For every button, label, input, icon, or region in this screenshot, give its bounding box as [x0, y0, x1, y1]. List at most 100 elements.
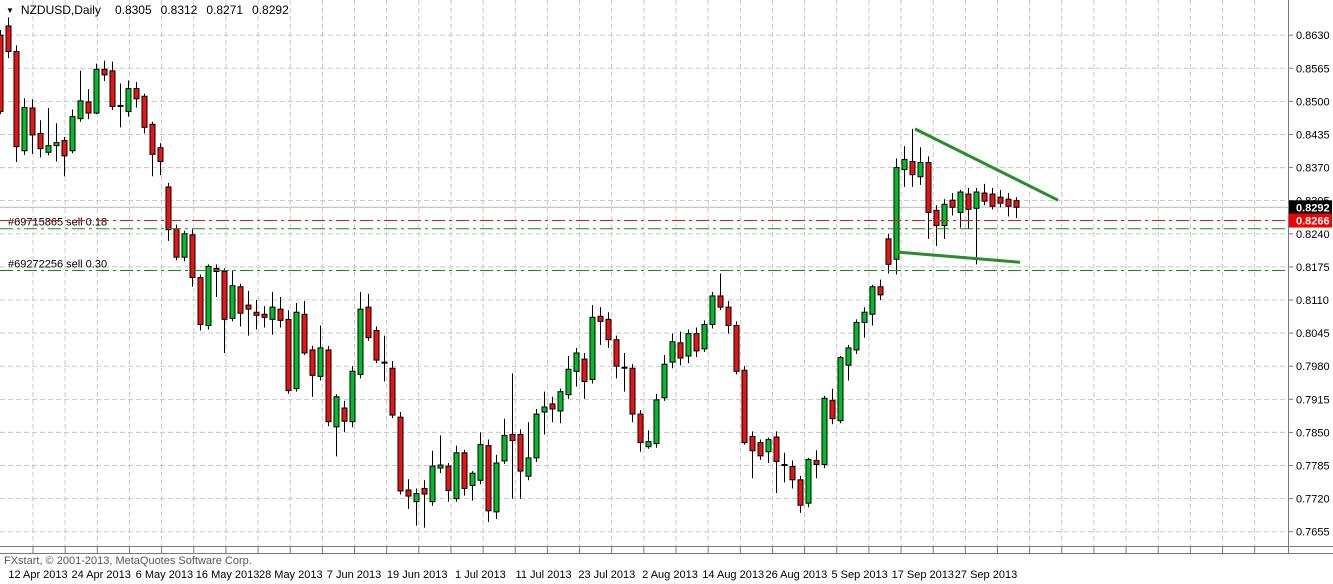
candle-body: [597, 315, 604, 322]
candle-body: [549, 403, 556, 410]
candle: [349, 366, 356, 428]
candle-body: [581, 358, 588, 382]
candle-body: [493, 462, 500, 513]
candle: [573, 347, 580, 387]
time-axis-label: 23 Jul 2013: [578, 569, 635, 581]
candle: [629, 364, 636, 423]
candle-body: [781, 464, 788, 467]
candle-body: [293, 311, 300, 390]
candle: [605, 312, 612, 348]
candle-body: [741, 369, 748, 444]
candle-body: [637, 413, 644, 444]
candle-body: [405, 489, 412, 497]
price-axis[interactable]: 0.86300.85650.85000.84350.83700.83050.82…: [1288, 0, 1333, 553]
time-axis-label: 24 Apr 2013: [72, 569, 131, 581]
candle: [1005, 193, 1012, 217]
price-axis-label: 0.7720: [1296, 494, 1330, 506]
candle: [797, 475, 804, 513]
candle-body: [837, 357, 844, 422]
candle-body: [69, 116, 76, 152]
candle: [909, 128, 916, 187]
time-axis-label: 19 Jun 2013: [387, 569, 448, 581]
candle: [549, 396, 556, 423]
candle: [189, 228, 196, 287]
candle: [357, 291, 364, 379]
candle: [813, 450, 820, 479]
candle-body: [893, 167, 900, 260]
candle-body: [221, 270, 228, 320]
candle: [821, 395, 828, 469]
candle-body: [133, 88, 140, 100]
candle-body: [789, 466, 796, 481]
price-marker-value: 0.8292: [1296, 202, 1330, 214]
candle-body: [317, 347, 324, 377]
candle-body: [765, 439, 772, 453]
candle: [997, 189, 1004, 208]
candle: [621, 352, 628, 392]
candle: [197, 274, 204, 331]
candle: [381, 335, 388, 382]
candle: [581, 352, 588, 399]
candle-body: [85, 101, 92, 114]
candle: [125, 80, 132, 117]
time-axis-label: 6 May 2013: [136, 569, 193, 581]
candle-body: [21, 106, 28, 152]
upper-triangle-trendline[interactable]: [914, 127, 1059, 202]
candle-body: [357, 308, 364, 375]
candle: [949, 193, 956, 216]
candle: [445, 462, 452, 502]
candle: [389, 361, 396, 419]
candle: [333, 394, 340, 457]
candle: [669, 333, 676, 369]
quote-open: 0.8305: [114, 3, 152, 17]
candle: [1013, 197, 1020, 218]
candle: [877, 279, 884, 300]
price-axis-label: 0.7655: [1296, 527, 1330, 539]
candle-body: [693, 333, 700, 352]
candle: [285, 310, 292, 394]
candle-body: [461, 452, 468, 489]
price-axis-label: 0.7980: [1296, 361, 1330, 373]
candle: [557, 388, 564, 424]
candle: [261, 306, 268, 328]
price-axis-label: 0.8175: [1296, 262, 1330, 274]
time-axis-label: 11 Jul 2013: [516, 569, 572, 581]
candle: [341, 400, 348, 432]
candle: [493, 454, 500, 520]
candle-body: [933, 209, 940, 227]
symbol-dropdown-icon[interactable]: ▼: [6, 5, 14, 15]
candle: [133, 82, 140, 108]
candle-body: [253, 311, 260, 316]
candle: [21, 98, 28, 155]
candle: [405, 479, 412, 509]
candle: [45, 107, 52, 156]
time-axis-label: 17 Sep 2013: [892, 569, 954, 581]
candle: [413, 488, 420, 526]
candle-body: [485, 445, 492, 512]
candle-body: [877, 286, 884, 296]
price-axis-area[interactable]: [1288, 0, 1333, 553]
candle: [853, 319, 860, 354]
candle-body: [213, 267, 220, 272]
candle-body: [93, 68, 100, 114]
candle-body: [101, 68, 108, 76]
candle: [861, 307, 868, 338]
candle-body: [653, 399, 660, 445]
candle-body: [1013, 200, 1020, 208]
time-axis[interactable]: 12 Apr 2013 24 Apr 2013 6 May 2013 16 May 2…: [0, 546, 1333, 582]
symbol-period-label: NZDUSD,Daily: [20, 3, 101, 17]
price-axis-label: 0.7850: [1296, 427, 1330, 439]
candle: [101, 60, 108, 81]
candle: [757, 439, 764, 460]
candle-body: [13, 50, 20, 148]
lower-triangle-trendline[interactable]: [897, 250, 1021, 264]
grid-layer: [0, 0, 1288, 546]
candle-body: [749, 435, 756, 452]
candle: [565, 356, 572, 399]
candle: [725, 301, 732, 334]
candle-body: [29, 107, 36, 136]
candle-body: [509, 433, 516, 442]
candle: [733, 321, 740, 375]
candle-body: [845, 347, 852, 366]
